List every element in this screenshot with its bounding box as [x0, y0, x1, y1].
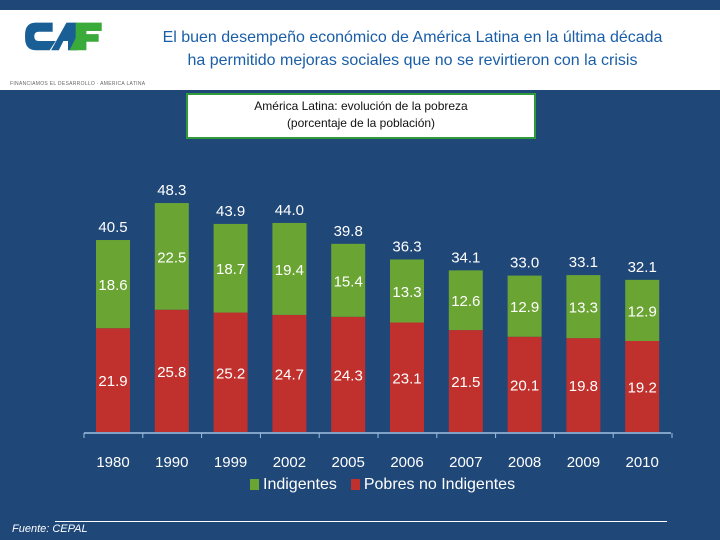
bar-pobres-no-indigentes [96, 328, 130, 432]
bar-indigentes [507, 275, 542, 337]
data-label-total: 34.1 [451, 249, 480, 266]
data-label-total: 40.5 [98, 219, 127, 236]
data-label-indigentes: 18.6 [98, 277, 127, 294]
x-tick-label: 2006 [390, 454, 423, 471]
data-label-indigentes: 22.5 [157, 249, 186, 266]
data-label-pobres: 25.2 [216, 365, 245, 382]
bar-pobres-no-indigentes [213, 312, 248, 432]
legend-item-indigentes: Indigentes [250, 476, 337, 494]
data-label-total: 33.1 [569, 254, 598, 271]
source-note: Fuente: CEPAL [12, 523, 88, 535]
x-tick-label: 2005 [332, 454, 365, 471]
data-label-indigentes: 18.7 [216, 261, 245, 278]
bar-pobres-no-indigentes [448, 330, 483, 432]
x-tick-label: 2002 [273, 454, 306, 471]
top-strip [0, 0, 720, 10]
legend: Indigentes Pobres no Indigentes [250, 476, 515, 494]
data-label-total: 43.9 [216, 203, 245, 220]
data-label-indigentes: 12.9 [628, 303, 657, 320]
header: FINANCIAMOS EL DESARROLLO · AMERICA LATI… [0, 10, 720, 90]
data-label-pobres: 24.7 [275, 366, 304, 383]
data-label-pobres: 23.1 [392, 370, 421, 387]
bar-pobres-no-indigentes [625, 340, 660, 432]
legend-swatch-green [250, 479, 259, 490]
bar-pobres-no-indigentes [566, 338, 601, 432]
bar-pobres-no-indigentes [272, 314, 307, 432]
source-divider [55, 521, 667, 522]
data-label-indigentes: 12.9 [510, 299, 539, 316]
chart-title: América Latina: evolución de la pobreza … [186, 93, 536, 139]
data-label-total: 33.0 [510, 255, 539, 272]
bar-pobres-no-indigentes [390, 322, 424, 432]
x-tick-label: 1990 [155, 454, 188, 471]
title-line-2: ha permitido mejoras sociales que no se … [187, 52, 638, 69]
bar-indigentes [390, 259, 424, 323]
data-label-pobres: 21.9 [98, 373, 127, 390]
bar-indigentes [154, 203, 189, 310]
legend-swatch-red [350, 479, 360, 490]
legend-item-pobres: Pobres no Indigentes [350, 476, 516, 494]
x-tick-label: 1999 [214, 454, 247, 471]
data-label-indigentes: 12.6 [451, 293, 480, 310]
bar-indigentes [566, 275, 601, 339]
data-label-pobres: 25.8 [157, 364, 186, 381]
x-tick-label: 2007 [449, 454, 482, 471]
data-label-pobres: 19.8 [569, 378, 598, 395]
legend-label: Indigentes [263, 476, 337, 493]
data-label-total: 39.8 [334, 223, 363, 240]
data-label-indigentes: 19.4 [275, 262, 304, 279]
x-tick-label: 1980 [96, 454, 129, 471]
data-label-indigentes: 13.3 [569, 300, 598, 317]
data-label-pobres: 24.3 [334, 367, 363, 384]
data-label-total: 44.0 [275, 202, 304, 219]
data-label-pobres: 20.1 [510, 377, 539, 394]
data-label-indigentes: 13.3 [392, 284, 421, 301]
bar-pobres-no-indigentes [154, 309, 189, 432]
logo-tagline: FINANCIAMOS EL DESARROLLO · AMERICA LATI… [10, 81, 146, 87]
bar-indigentes [331, 243, 366, 317]
caf-logo [25, 22, 102, 51]
bar-pobres-no-indigentes [507, 336, 542, 432]
data-label-total: 48.3 [157, 182, 186, 199]
bar-indigentes [625, 279, 660, 341]
x-tick-label: 2009 [567, 454, 600, 471]
chart-title-line-1: América Latina: evolución de la pobreza [254, 99, 468, 113]
x-tick-label: 2008 [508, 454, 541, 471]
title-line-1: El buen desempeño económico de América L… [162, 29, 663, 46]
slide-title: El buen desempeño económico de América L… [130, 26, 695, 72]
data-label-pobres: 21.5 [451, 374, 480, 391]
x-tick-label: 2010 [626, 454, 659, 471]
bar-indigentes [448, 270, 483, 331]
legend-label: Pobres no Indigentes [363, 476, 516, 493]
data-label-indigentes: 15.4 [334, 273, 363, 290]
bar-pobres-no-indigentes [331, 316, 366, 432]
data-label-total: 32.1 [628, 259, 657, 276]
bar-indigentes [96, 240, 130, 329]
chart-title-line-2: (porcentaje de la población) [286, 116, 436, 130]
bar-indigentes [272, 222, 307, 315]
data-label-pobres: 19.2 [628, 379, 657, 396]
bar-indigentes [213, 223, 248, 313]
data-label-total: 36.3 [392, 238, 421, 255]
